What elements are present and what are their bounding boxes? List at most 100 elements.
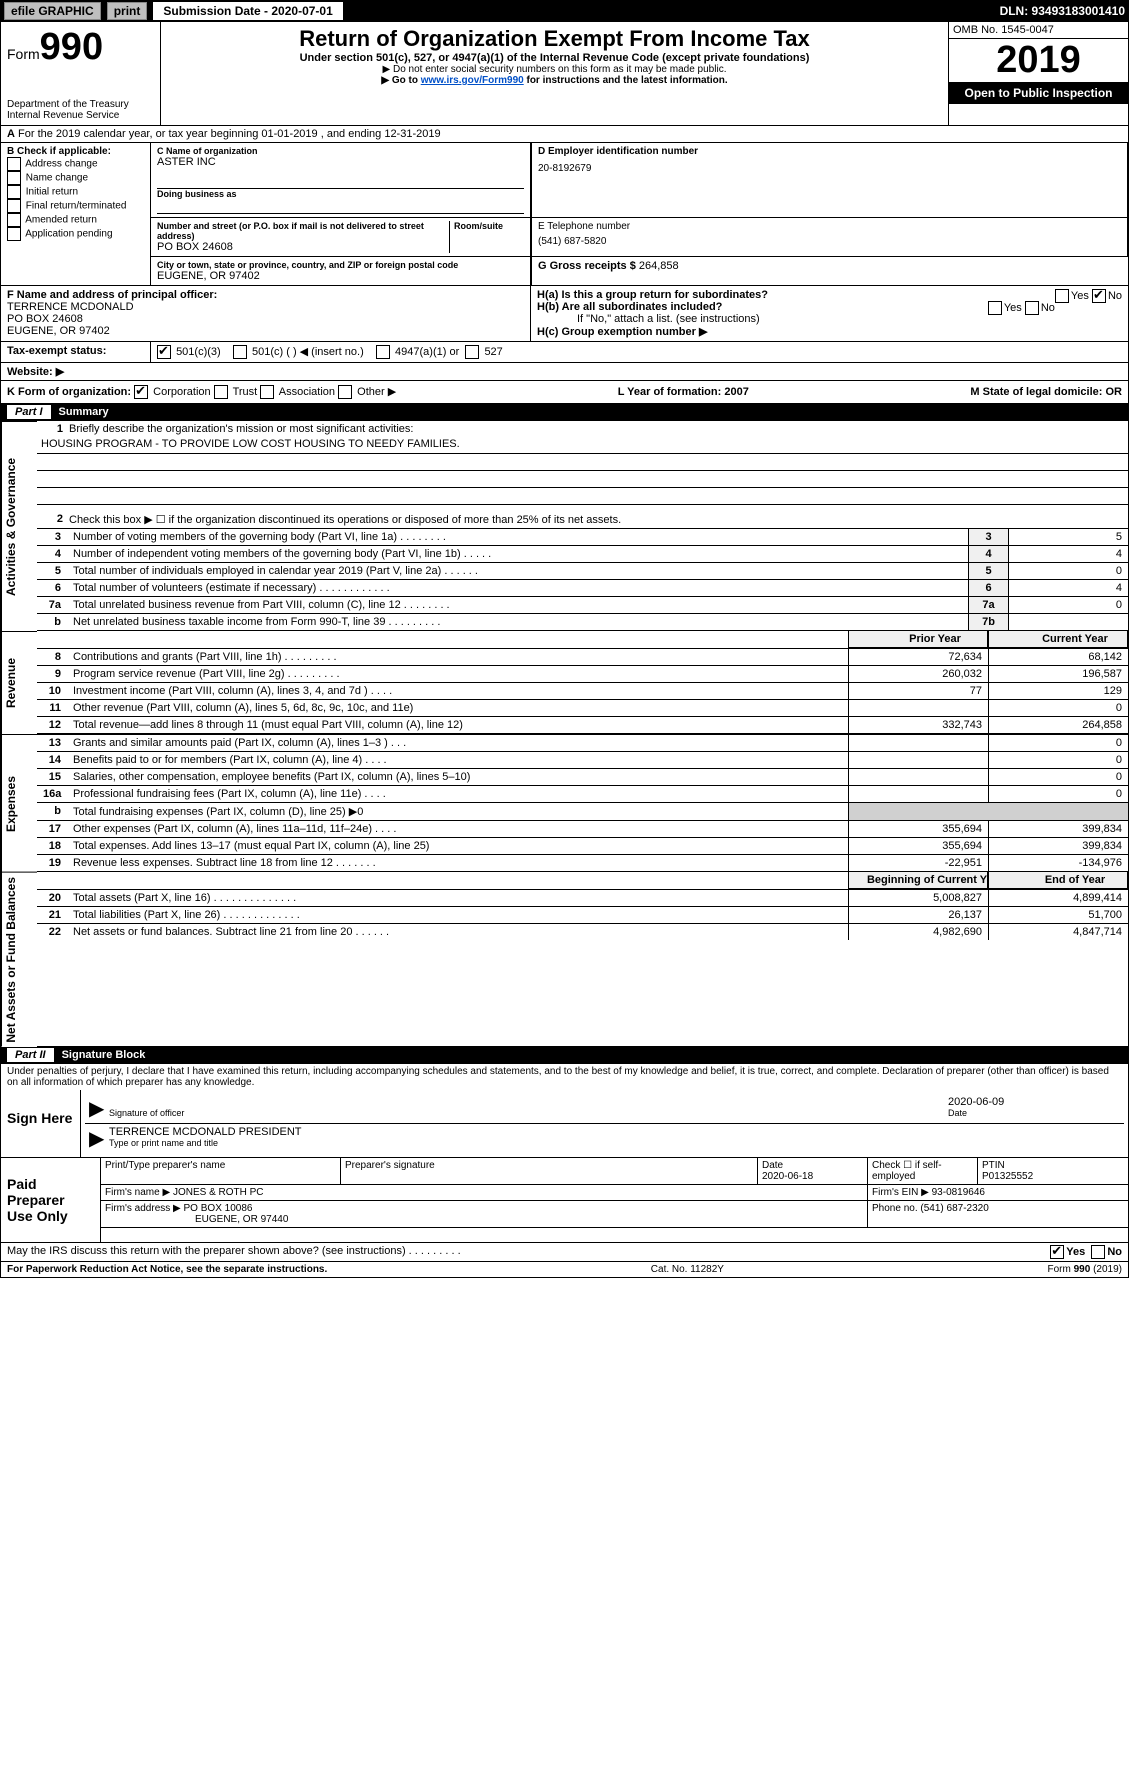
print-button[interactable]: print <box>107 2 148 20</box>
form-header: Form990 Department of the Treasury Inter… <box>0 22 1129 126</box>
form-note-2: ▶ Go to www.irs.gov/Form990 for instruct… <box>167 75 942 86</box>
city-label: City or town, state or province, country… <box>157 260 524 270</box>
efile-button[interactable]: efile GRAPHIC <box>4 2 101 20</box>
line-text: Number of independent voting members of … <box>67 545 968 562</box>
l-year: L Year of formation: 2007 <box>618 386 749 398</box>
prior-year-value: 77 <box>848 682 988 699</box>
amended-return-checkbox[interactable] <box>7 213 21 227</box>
c-name-label: C Name of organization <box>157 146 524 156</box>
prior-year-value: 355,694 <box>848 820 988 837</box>
501c3-checkbox[interactable] <box>157 345 171 359</box>
dba-label: Doing business as <box>157 189 524 199</box>
line-box: 7a <box>968 596 1008 613</box>
mission-text: HOUSING PROGRAM - TO PROVIDE LOW COST HO… <box>37 437 1128 454</box>
line-text: Investment income (Part VIII, column (A)… <box>67 682 848 699</box>
501c-checkbox[interactable] <box>233 345 247 359</box>
side-net: Net Assets or Fund Balances <box>1 872 37 1047</box>
sig-date: 2020-06-09 <box>948 1096 1120 1108</box>
ha-no[interactable] <box>1092 289 1106 303</box>
527-checkbox[interactable] <box>465 345 479 359</box>
line-text: Net unrelated business taxable income fr… <box>67 613 968 630</box>
irs-link[interactable]: www.irs.gov/Form990 <box>421 75 524 86</box>
officer-name: TERRENCE MCDONALD <box>7 301 134 313</box>
line-number: 15 <box>37 768 67 785</box>
line-number: 3 <box>37 528 67 545</box>
prior-year-value <box>848 751 988 768</box>
prior-year-value: 260,032 <box>848 665 988 682</box>
prior-year-value <box>848 768 988 785</box>
prior-year-value: 5,008,827 <box>848 889 988 906</box>
may-no-checkbox[interactable] <box>1091 1245 1105 1259</box>
application-pending-checkbox[interactable] <box>7 227 21 241</box>
prior-year-value <box>848 699 988 716</box>
current-year-value: 0 <box>988 751 1128 768</box>
line-number: 18 <box>37 837 67 854</box>
org-name: ASTER INC <box>157 156 524 168</box>
current-year-value: 0 <box>988 768 1128 785</box>
line-text: Number of voting members of the governin… <box>67 528 968 545</box>
city: EUGENE, OR 97402 <box>157 270 524 282</box>
line-value: 0 <box>1008 562 1128 579</box>
page-footer: For Paperwork Reduction Act Notice, see … <box>0 1262 1129 1278</box>
name-change-checkbox[interactable] <box>7 171 21 185</box>
trust-checkbox[interactable] <box>214 385 228 399</box>
section-f-h: F Name and address of principal officer:… <box>0 286 1129 342</box>
officer-city: EUGENE, OR 97402 <box>7 325 110 337</box>
side-expenses: Expenses <box>1 734 37 872</box>
side-revenue: Revenue <box>1 631 37 734</box>
line-number: b <box>37 802 67 820</box>
dept-label: Department of the Treasury <box>7 99 154 110</box>
omb-number: OMB No. 1545-0047 <box>949 22 1128 39</box>
line-number: 19 <box>37 854 67 871</box>
firm-addr: PO BOX 10086 <box>184 1203 253 1214</box>
street-label: Number and street (or P.O. box if mail i… <box>157 221 449 241</box>
line-text: Program service revenue (Part VIII, line… <box>67 665 848 682</box>
part-2-header: Part IISignature Block <box>0 1047 1129 1064</box>
final-return-checkbox[interactable] <box>7 199 21 213</box>
prep-sig-label: Preparer's signature <box>341 1158 758 1185</box>
may-yes-checkbox[interactable] <box>1050 1245 1064 1259</box>
line-number: 8 <box>37 648 67 665</box>
line-number: 12 <box>37 716 67 733</box>
pra-notice: For Paperwork Reduction Act Notice, see … <box>7 1264 327 1275</box>
line-box: 5 <box>968 562 1008 579</box>
q1: Briefly describe the organization's miss… <box>69 423 1122 435</box>
line-text: Total unrelated business revenue from Pa… <box>67 596 968 613</box>
street: PO BOX 24608 <box>157 241 449 253</box>
hb-no[interactable] <box>1025 301 1039 315</box>
corp-checkbox[interactable] <box>134 385 148 399</box>
4947-checkbox[interactable] <box>376 345 390 359</box>
line-text: Contributions and grants (Part VIII, lin… <box>67 648 848 665</box>
current-year-value: 4,899,414 <box>988 889 1128 906</box>
firm-addr-label: Firm's address ▶ <box>105 1203 181 1214</box>
shaded-cell <box>848 802 1128 820</box>
hb-yes[interactable] <box>988 301 1002 315</box>
tax-year: 2019 <box>949 39 1128 82</box>
current-year-value: 196,587 <box>988 665 1128 682</box>
line-text: Net assets or fund balances. Subtract li… <box>67 923 848 940</box>
line-value: 4 <box>1008 579 1128 596</box>
line-number: 11 <box>37 699 67 716</box>
penalty-text: Under penalties of perjury, I declare th… <box>0 1064 1129 1090</box>
initial-return-checkbox[interactable] <box>7 185 21 199</box>
line-text: Revenue less expenses. Subtract line 18 … <box>67 854 848 871</box>
current-year-value: 4,847,714 <box>988 923 1128 940</box>
firm-ein-label: Firm's EIN ▶ <box>872 1187 929 1198</box>
ha-yes[interactable] <box>1055 289 1069 303</box>
phone: (541) 687-5820 <box>538 236 1121 247</box>
line-text: Total liabilities (Part X, line 26) . . … <box>67 906 848 923</box>
open-to-public: Open to Public Inspection <box>949 82 1128 104</box>
address-change-checkbox[interactable] <box>7 157 21 171</box>
line-box: 4 <box>968 545 1008 562</box>
assoc-checkbox[interactable] <box>260 385 274 399</box>
line-text: Professional fundraising fees (Part IX, … <box>67 785 848 802</box>
other-checkbox[interactable] <box>338 385 352 399</box>
may-discuss: May the IRS discuss this return with the… <box>0 1243 1129 1262</box>
line-value <box>1008 613 1128 630</box>
hc-label: H(c) Group exemption number ▶ <box>537 326 707 338</box>
firm-phone-label: Phone no. <box>872 1203 918 1214</box>
paid-preparer: Paid Preparer Use Only Print/Type prepar… <box>0 1158 1129 1243</box>
line-text: Total assets (Part X, line 16) . . . . .… <box>67 889 848 906</box>
line-text: Other revenue (Part VIII, column (A), li… <box>67 699 848 716</box>
line-number: 10 <box>37 682 67 699</box>
